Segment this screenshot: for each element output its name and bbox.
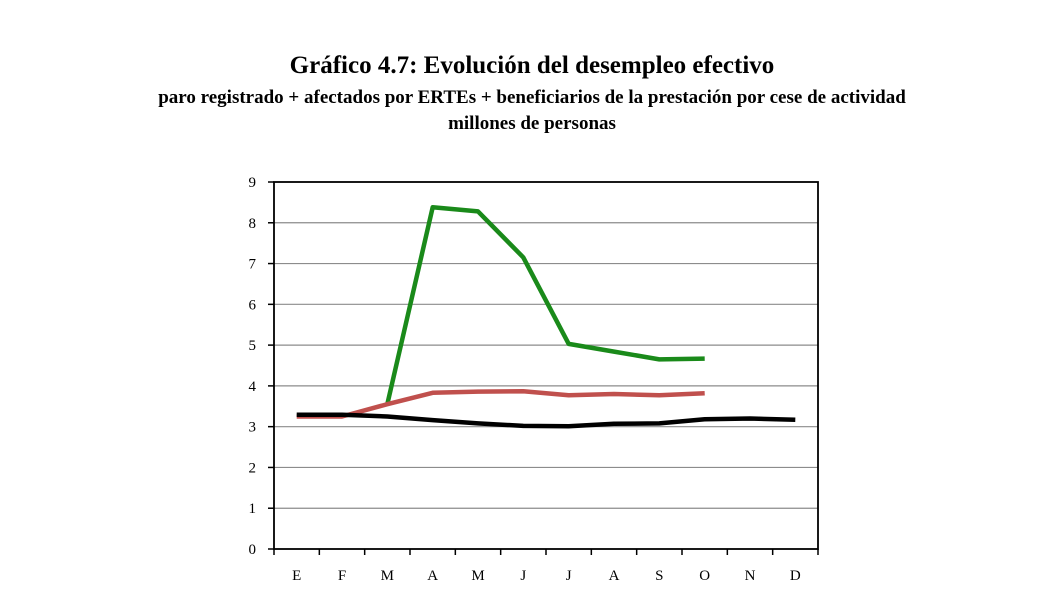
chart-units-label: millones de personas — [448, 113, 616, 134]
y-tick-label: 2 — [249, 460, 257, 476]
y-tick-label: 6 — [249, 297, 257, 313]
x-tick-label: N — [745, 568, 756, 584]
x-tick-label: D — [790, 568, 801, 584]
y-tick-label: 9 — [249, 175, 257, 191]
x-tick-label: O — [699, 568, 710, 584]
plot-frame — [273, 181, 819, 550]
y-tick-label: 7 — [249, 257, 257, 273]
x-tick-label: S — [655, 568, 663, 584]
y-tick-label: 0 — [249, 542, 257, 558]
x-tick-label: M — [381, 568, 394, 584]
x-tick-label: J — [520, 568, 526, 584]
x-tick-label: F — [338, 568, 346, 584]
series-line-1 — [385, 205, 705, 405]
y-tick-label: 4 — [249, 379, 257, 395]
x-tick-label: E — [292, 568, 301, 584]
chart-subtitle: paro registrado + afectados por ERTEs + … — [158, 87, 906, 108]
y-tick-label: 5 — [249, 338, 257, 354]
chart-title: Gráfico 4.7: Evolución del desempleo efe… — [289, 52, 775, 79]
x-tick-label: A — [427, 568, 438, 584]
x-tick-label: M — [471, 568, 484, 584]
axes — [268, 181, 819, 555]
x-tick-label: J — [566, 568, 572, 584]
gridlines — [274, 222, 818, 509]
y-tick-label: 1 — [249, 501, 257, 517]
series-line-3 — [296, 412, 796, 429]
series-lines — [296, 205, 796, 429]
x-tick-label: A — [609, 568, 620, 584]
tick-labels: 0 1 2 3 4 5 6 7 8 9 E F M A M J J A S O N D — [249, 175, 801, 584]
series-line-2 — [296, 388, 705, 419]
y-tick-label: 8 — [249, 216, 257, 232]
y-tick-label: 3 — [249, 420, 257, 436]
